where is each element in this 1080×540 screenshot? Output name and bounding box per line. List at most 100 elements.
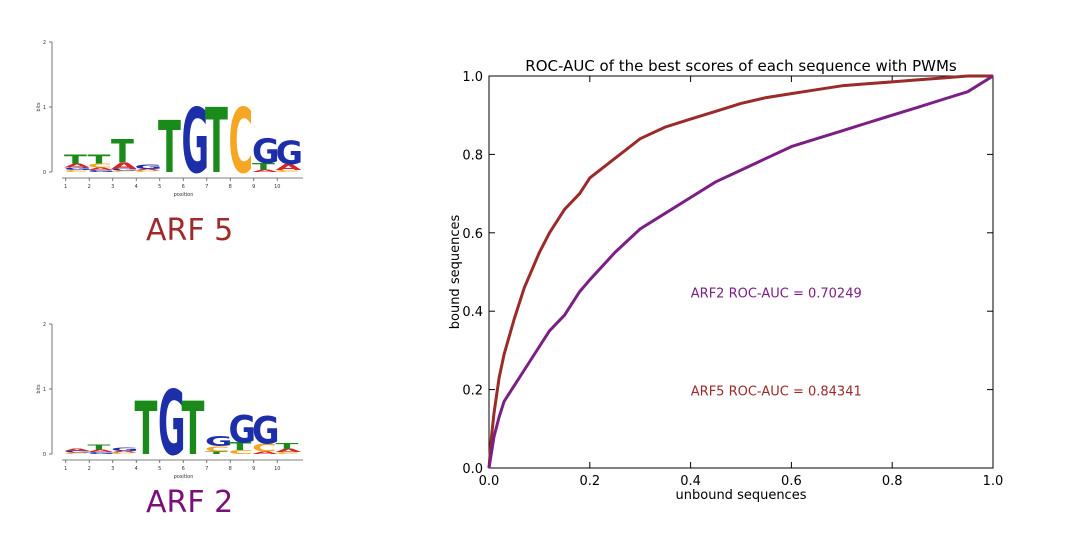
logo-x-tick-label: 9	[252, 466, 255, 472]
logo-x-tick-label: 10	[274, 184, 280, 190]
logo-x-tick-label: 6	[182, 184, 185, 190]
chart-title: ROC-AUC of the best scores of each seque…	[525, 57, 957, 75]
logo-letter-c: C	[276, 452, 301, 455]
y-tick-label: 0.6	[462, 227, 483, 242]
logo-y-tick-label: 0	[43, 170, 46, 176]
logo-letter-c: C	[276, 170, 301, 173]
logo-letter-a: A	[88, 167, 115, 171]
logo-letter-t: T	[205, 90, 228, 193]
logo-letter-t: T	[135, 387, 158, 472]
logo-letter-t: T	[88, 152, 112, 167]
y-tick-label: 0.0	[462, 462, 483, 477]
logo-letter-c: C	[111, 170, 136, 172]
y-tick-label: 0.4	[462, 305, 483, 320]
logo-letter-g: G	[182, 90, 210, 193]
logo-letter-t: T	[182, 387, 205, 472]
logo-x-tick-label: 3	[111, 466, 114, 472]
logo-letter-c: C	[64, 170, 89, 173]
logo-letter-a: A	[276, 448, 303, 453]
roc-curve-arf5	[487, 74, 993, 469]
logo-letter-c: C	[252, 442, 277, 454]
logo-letter-t: T	[111, 133, 135, 170]
logo-letter-c: C	[88, 163, 113, 169]
logo-x-tick-label: 4	[135, 466, 138, 472]
logo-letter-g: G	[111, 168, 139, 171]
logo-x-tick-label: 2	[88, 466, 91, 472]
plot-frame	[488, 75, 994, 469]
logo-y-tick-label: 2	[43, 322, 46, 328]
y-tick-label: 1.0	[462, 70, 483, 85]
logo-letter-a: A	[252, 169, 279, 173]
x-tick-label: 0.2	[579, 474, 600, 489]
logo-label-arf2: ARF 2	[146, 485, 234, 520]
logo-letter-t: T	[252, 161, 275, 172]
logo-x-tick-label: 9	[252, 184, 255, 190]
logo-letter-g: G	[88, 170, 116, 173]
logo-letter-t: T	[205, 451, 229, 455]
logo-y-tick-label: 1	[43, 387, 46, 393]
logo-x-tick-label: 10	[274, 466, 280, 472]
y-axis-label: bound sequences	[448, 215, 463, 330]
x-tick-label: 0.6	[781, 474, 802, 489]
x-tick-label: 1.0	[983, 474, 1004, 489]
x-axis-label: unbound sequences	[676, 488, 807, 503]
logo-y-label: bits	[36, 102, 42, 112]
logo-x-tick-label: 6	[182, 466, 185, 472]
x-tick-label: 0.4	[680, 474, 701, 489]
x-tick-label: 0.0	[479, 474, 500, 489]
logo-x-tick-label: 7	[205, 466, 208, 472]
logo-letter-t: T	[276, 441, 299, 451]
logo-letter-g: G	[88, 452, 116, 455]
roc-chart: ROC-AUC of the best scores of each seque…	[448, 57, 1004, 503]
logo-letter-t: T	[88, 443, 112, 452]
logo-letter-t: T	[158, 107, 181, 190]
logo-letter-c: C	[229, 449, 254, 455]
annotation-arf2-auc: ARF2 ROC-AUC = 0.70249	[691, 287, 862, 302]
logo-letter-a: A	[88, 449, 115, 453]
logo-y-tick-label: 0	[43, 452, 46, 458]
sequence-logos-panel: 0 1 2 bits 1 2 3 4 5 6 7 8 9 10 position C G A T G A C T C G A T C A…	[0, 0, 340, 540]
annotation-arf5-auc: ARF5 ROC-AUC = 0.84341	[691, 385, 862, 400]
logo-y-tick-label: 1	[43, 105, 46, 111]
logo-x-tick-label: 1	[64, 184, 67, 190]
logo-x-tick-label: 7	[205, 184, 208, 190]
logo-letter-c: C	[135, 170, 160, 172]
logo-letter-g: G	[64, 450, 92, 453]
logo-x-label: position	[174, 474, 194, 480]
logo-letter-a: A	[111, 160, 137, 171]
logo-x-tick-label: 5	[158, 184, 161, 190]
logo-letter-a: A	[111, 450, 138, 453]
logo-letter-g: G	[135, 163, 163, 170]
logo-letter-g: G	[229, 409, 257, 452]
logo-letter-g: G	[205, 434, 233, 450]
logo-x-tick-label: 4	[135, 184, 138, 190]
logo-x-label: position	[174, 192, 194, 198]
logo-letter-c: C	[205, 445, 230, 454]
logo-letter-g: G	[276, 135, 304, 172]
logo-x-tick-label: 2	[88, 184, 91, 190]
logo-letter-c: C	[64, 452, 89, 454]
logo-letter-c: C	[111, 452, 136, 454]
logo-x-tick-label: 1	[64, 466, 67, 472]
logo-letter-g: G	[64, 167, 92, 171]
y-tick-label: 0.8	[462, 148, 483, 163]
logo-letter-t: T	[64, 152, 88, 167]
logo-letter-a: A	[252, 451, 279, 455]
logo-label-arf5: ARF 5	[146, 213, 234, 248]
logo-x-tick-label: 5	[158, 466, 161, 472]
x-tick-label: 0.8	[882, 474, 903, 489]
roc-curve-arf2	[487, 74, 994, 469]
logo-letter-c: C	[229, 90, 254, 193]
logo-letter-g: G	[158, 372, 186, 475]
logo-x-tick-label: 8	[229, 184, 232, 190]
logo-y-tick-label: 2	[43, 40, 46, 46]
logo-y-label: bits	[36, 384, 42, 394]
logo-letter-g: G	[252, 410, 280, 453]
logo-letter-g: G	[252, 132, 280, 171]
logo-x-tick-label: 8	[229, 466, 232, 472]
logo-letter-a: A	[135, 168, 162, 171]
logo-letter-a: A	[64, 447, 91, 451]
logo-letter-t: T	[229, 440, 252, 452]
